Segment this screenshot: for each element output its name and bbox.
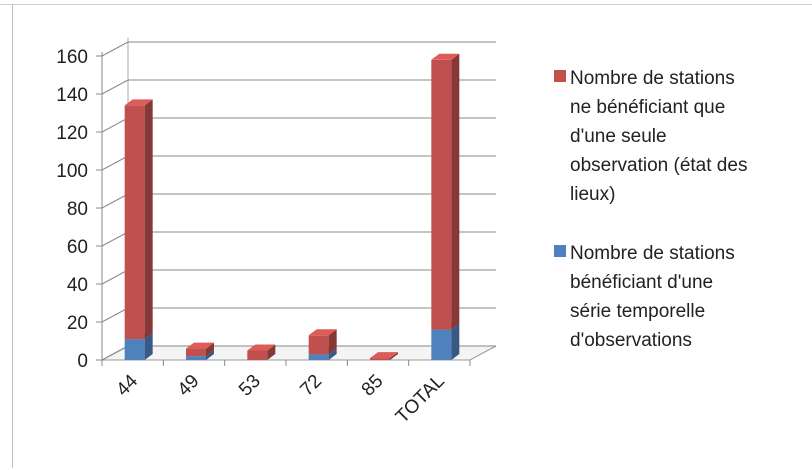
gridline-side [101, 193, 129, 209]
legend-label: observation (état des [570, 155, 747, 176]
bar-side [144, 99, 153, 340]
bar-top [186, 342, 214, 349]
bar-top [431, 53, 460, 60]
x-tick-label: 44 [112, 370, 142, 400]
y-tick-label: 0 [77, 351, 88, 372]
bar-segment [431, 53, 460, 330]
gridline-side [101, 231, 129, 247]
bar-side [206, 350, 214, 360]
legend-swatch [554, 70, 566, 82]
legend-label: Nombre de stations [570, 68, 735, 89]
bar-side [328, 329, 337, 355]
bar-segment [247, 344, 276, 360]
gridline-side [101, 117, 129, 133]
legend-label: d'une seule [570, 126, 667, 147]
chart-frame [12, 4, 810, 468]
bar-front [124, 105, 145, 340]
y-tick-label: 140 [56, 85, 88, 106]
bar-side [390, 352, 398, 360]
bar-front [247, 350, 268, 360]
gridline-side [101, 269, 129, 285]
legend-label: bénéficiant d'une [570, 272, 713, 293]
x-tick-label: 72 [296, 371, 326, 401]
bar-top [124, 99, 153, 106]
legend-label: d'observations [570, 330, 692, 351]
bar-side [328, 348, 337, 360]
bar-top [370, 352, 398, 359]
bar-front [186, 348, 206, 357]
y-tick-label: 40 [67, 275, 88, 296]
bar-front [124, 339, 145, 360]
y-tick-label: 120 [56, 123, 88, 144]
y-tick-label: 60 [67, 237, 88, 258]
bar-side [451, 323, 460, 360]
bar-side [144, 333, 153, 360]
gridline-side [101, 345, 129, 361]
bars [124, 53, 460, 360]
bar-front [431, 59, 452, 330]
bar-front [308, 335, 329, 355]
x-tick-label: TOTAL [392, 371, 449, 428]
bar-side [451, 53, 460, 330]
bar-front [431, 329, 452, 360]
bar-top [247, 344, 276, 351]
bar-segment [124, 99, 153, 340]
bar-front [186, 356, 206, 360]
bar-segment [308, 329, 337, 355]
legend-label: lieux) [570, 184, 615, 205]
top-border [0, 0, 812, 5]
x-axis-ticks: 44 49 53 72 85 TOTAL [101, 360, 471, 428]
y-tick-label: 100 [56, 161, 88, 182]
bar-segment [186, 342, 214, 357]
legend-label: ne bénéficiant que [570, 97, 725, 118]
y-tick-label: 80 [67, 199, 88, 220]
gridline-side [101, 307, 129, 323]
gridline-side [101, 41, 129, 57]
bar-segment [370, 352, 398, 360]
bar-top [308, 329, 337, 336]
bar-front [308, 354, 329, 360]
legend-label: série temporelle [570, 301, 705, 322]
legend-label: Nombre de stations [570, 243, 735, 264]
bar-side [267, 344, 276, 360]
legend: Nombre de stations ne bénéficiant que d'un… [554, 68, 747, 351]
y-tick-label: 20 [67, 313, 88, 334]
x-tick-label: 85 [358, 371, 388, 401]
y-axis-ticks: 0 20 40 60 80 100 120 140 160 [56, 47, 88, 372]
x-tick-label: 53 [235, 371, 265, 401]
bar-front [370, 358, 390, 360]
y-tick-label: 160 [56, 47, 88, 68]
gridline-side [101, 155, 129, 171]
x-tick-label: 49 [174, 371, 204, 401]
bar-side [206, 342, 214, 357]
gridline-side [101, 79, 129, 95]
legend-swatch [554, 245, 566, 257]
